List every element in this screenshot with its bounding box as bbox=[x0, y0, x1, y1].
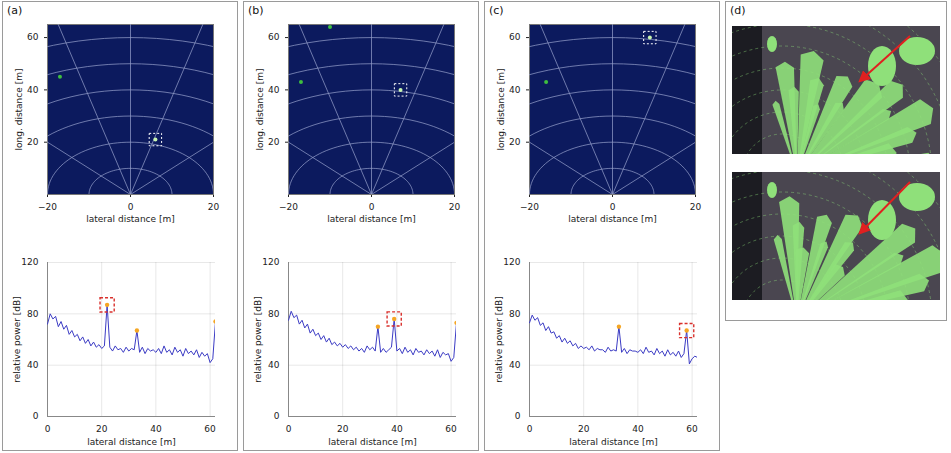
svg-text:20: 20 bbox=[337, 424, 349, 434]
svg-text:80: 80 bbox=[268, 309, 280, 319]
svg-text:−20: −20 bbox=[38, 202, 57, 212]
svg-text:20: 20 bbox=[208, 202, 220, 212]
svg-text:80: 80 bbox=[27, 309, 39, 319]
svg-text:long. distance [m]: long. distance [m] bbox=[255, 69, 265, 151]
svg-text:lateral distance [m]: lateral distance [m] bbox=[568, 214, 656, 224]
svg-text:lateral distance [m]: lateral distance [m] bbox=[569, 437, 657, 447]
svg-text:120: 120 bbox=[21, 257, 38, 267]
svg-text:120: 120 bbox=[262, 257, 279, 267]
svg-text:60: 60 bbox=[268, 32, 280, 42]
svg-text:lateral distance [m]: lateral distance [m] bbox=[327, 214, 415, 224]
svg-text:0: 0 bbox=[286, 424, 292, 434]
svg-text:40: 40 bbox=[150, 424, 162, 434]
svg-text:20: 20 bbox=[96, 424, 108, 434]
svg-text:20: 20 bbox=[27, 137, 39, 147]
svg-text:0: 0 bbox=[515, 411, 521, 421]
svg-text:0: 0 bbox=[45, 424, 51, 434]
svg-text:40: 40 bbox=[27, 85, 39, 95]
svg-text:0: 0 bbox=[274, 411, 280, 421]
svg-text:relative power [dB]: relative power [dB] bbox=[494, 296, 504, 382]
svg-text:long. distance [m]: long. distance [m] bbox=[14, 69, 24, 151]
svg-text:20: 20 bbox=[690, 202, 702, 212]
svg-text:0: 0 bbox=[33, 411, 39, 421]
svg-text:0: 0 bbox=[369, 202, 375, 212]
html-text:(c): (c) bbox=[489, 4, 504, 17]
svg-text:0: 0 bbox=[527, 424, 533, 434]
svg-text:60: 60 bbox=[509, 32, 521, 42]
html-text:(b): (b) bbox=[248, 4, 264, 17]
svg-text:lateral distance [m]: lateral distance [m] bbox=[328, 437, 416, 447]
svg-text:60: 60 bbox=[445, 424, 457, 434]
svg-text:20: 20 bbox=[268, 137, 280, 147]
svg-text:lateral distance [m]: lateral distance [m] bbox=[87, 437, 175, 447]
svg-text:40: 40 bbox=[632, 424, 644, 434]
svg-text:20: 20 bbox=[449, 202, 461, 212]
svg-text:20: 20 bbox=[578, 424, 590, 434]
svg-text:40: 40 bbox=[27, 360, 39, 370]
svg-text:40: 40 bbox=[509, 360, 521, 370]
svg-text:−20: −20 bbox=[279, 202, 298, 212]
svg-text:0: 0 bbox=[128, 202, 134, 212]
svg-text:40: 40 bbox=[509, 85, 521, 95]
html-text:(a): (a) bbox=[7, 4, 23, 17]
svg-text:0: 0 bbox=[610, 202, 616, 212]
svg-text:40: 40 bbox=[268, 85, 280, 95]
svg-text:relative power [dB]: relative power [dB] bbox=[253, 296, 263, 382]
svg-text:long. distance [m]: long. distance [m] bbox=[496, 69, 506, 151]
svg-text:120: 120 bbox=[503, 257, 520, 267]
svg-text:60: 60 bbox=[204, 424, 216, 434]
svg-text:60: 60 bbox=[27, 32, 39, 42]
svg-text:60: 60 bbox=[686, 424, 698, 434]
svg-text:lateral distance [m]: lateral distance [m] bbox=[86, 214, 174, 224]
svg-text:−20: −20 bbox=[520, 202, 539, 212]
svg-text:relative power [dB]: relative power [dB] bbox=[12, 296, 22, 382]
html-text:(d): (d) bbox=[730, 4, 746, 17]
svg-text:40: 40 bbox=[268, 360, 280, 370]
svg-text:20: 20 bbox=[509, 137, 521, 147]
svg-text:80: 80 bbox=[509, 309, 521, 319]
svg-text:40: 40 bbox=[391, 424, 403, 434]
